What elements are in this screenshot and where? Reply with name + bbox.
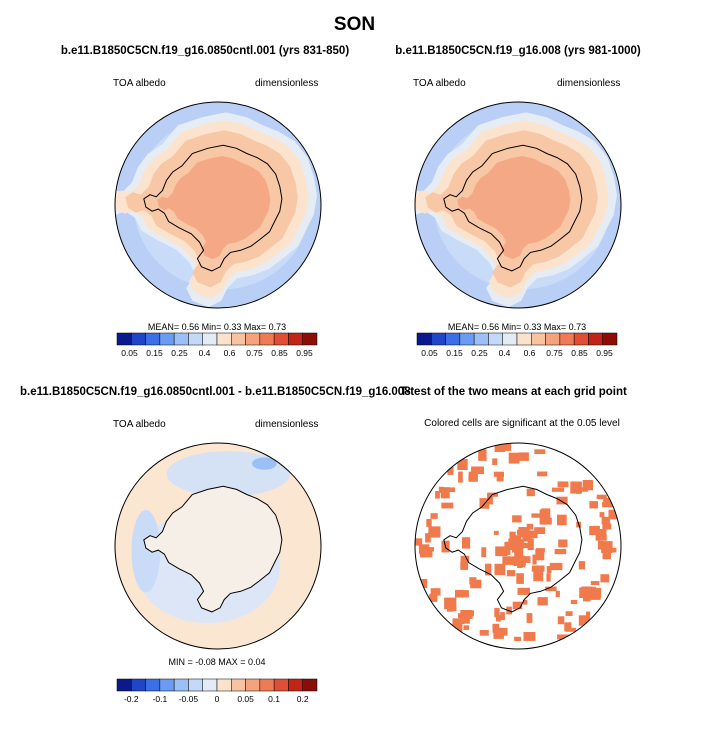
- panel2-title: b.e11.B1850C5CN.f19_g16.008 (yrs 981-100…: [395, 45, 641, 57]
- panel3-stats: MIN = -0.08 MAX = 0.04: [168, 657, 266, 667]
- colorbar-tick-label: 0.15: [146, 348, 163, 358]
- colorbar-tick-label: -0.2: [124, 694, 139, 704]
- colorbar-tick-label: 0.25: [471, 348, 488, 358]
- panel4-note: Colored cells are significant at the 0.0…: [424, 418, 620, 429]
- colorbar-tick-label: 0.75: [546, 348, 563, 358]
- albedo-map-1: [114, 101, 322, 309]
- colorbar-tick-label: 0.6: [524, 348, 536, 358]
- colorbar-tick-label: 0.05: [421, 348, 438, 358]
- colorbar-tick-label: 0.1: [268, 694, 280, 704]
- panel1-stats: MEAN= 0.56 Min= 0.33 Max= 0.73: [147, 322, 287, 332]
- panel1-title: b.e11.B1850C5CN.f19_g16.0850cntl.001 (yr…: [60, 45, 350, 57]
- colorbar-tick-label: 0.15: [446, 348, 463, 358]
- colorbar-tick-label: 0.05: [237, 694, 254, 704]
- panel3-title: b.e11.B1850C5CN.f19_g16.0850cntl.001 - b…: [20, 386, 411, 398]
- colorbar-tick-label: 0.95: [596, 348, 613, 358]
- panel3-units-label: dimensionless: [255, 419, 319, 430]
- colorbar-tick-label: 0: [215, 694, 220, 704]
- ttest-map: [414, 442, 622, 650]
- panel2-stats: MEAN= 0.56 Min= 0.33 Max= 0.73: [447, 322, 587, 332]
- difference-map: [114, 442, 322, 650]
- panel2-units-label: dimensionless: [557, 78, 621, 89]
- colorbar-tick-label: 0.75: [246, 348, 263, 358]
- albedo-map-2: [414, 101, 622, 309]
- colorbar-tick-label: -0.1: [153, 694, 168, 704]
- colorbar-tick-label: 0.05: [121, 348, 138, 358]
- colorbar-tick-label: 0.6: [224, 348, 236, 358]
- colorbar-tick-label: -0.05: [179, 694, 199, 704]
- panel3-field-label: TOA albedo: [113, 419, 166, 430]
- panel1-field-label: TOA albedo: [113, 78, 166, 89]
- panel4-title: T-test of the two means at each grid poi…: [400, 386, 627, 398]
- panel1-colorbar: 0.05 0.15 0.25 0.4 0.6 0.75 0.85 0.95: [116, 332, 318, 358]
- panel1-units-label: dimensionless: [255, 78, 319, 89]
- colorbar-tick-label: 0.4: [199, 348, 211, 358]
- panel3-colorbar: -0.2 -0.1 -0.05 0 0.05 0.1 0.2: [116, 678, 318, 704]
- colorbar-tick-label: 0.95: [296, 348, 313, 358]
- colorbar-tick-label: 0.25: [171, 348, 188, 358]
- main-title: SON: [333, 14, 376, 35]
- panel2-field-label: TOA albedo: [413, 78, 466, 89]
- colorbar-tick-label: 0.2: [297, 694, 309, 704]
- colorbar-tick-label: 0.85: [571, 348, 588, 358]
- panel2-colorbar: 0.05 0.15 0.25 0.4 0.6 0.75 0.85 0.95: [416, 332, 618, 358]
- colorbar-tick-label: 0.85: [271, 348, 288, 358]
- colorbar-tick-label: 0.4: [499, 348, 511, 358]
